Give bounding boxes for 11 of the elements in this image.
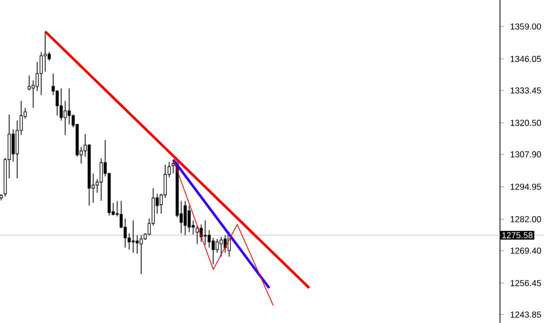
y-tick-label: 1243.85 bbox=[510, 312, 541, 318]
y-tick-label: 1269.40 bbox=[510, 248, 542, 254]
y-tick-label: 1294.95 bbox=[510, 184, 541, 190]
y-tick-label: 1282.00 bbox=[510, 216, 542, 222]
y-tick-label: 1333.45 bbox=[510, 87, 541, 94]
y-tick-label: 1307.90 bbox=[510, 151, 542, 158]
y-tick-label: 1346.05 bbox=[510, 56, 541, 62]
y-tick-label: 1256.45 bbox=[510, 280, 541, 286]
y-tick-label: 1320.50 bbox=[510, 120, 542, 126]
y-tick-label: 1359.00 bbox=[510, 23, 542, 30]
ref-line-label: 1275.58 bbox=[502, 232, 533, 238]
